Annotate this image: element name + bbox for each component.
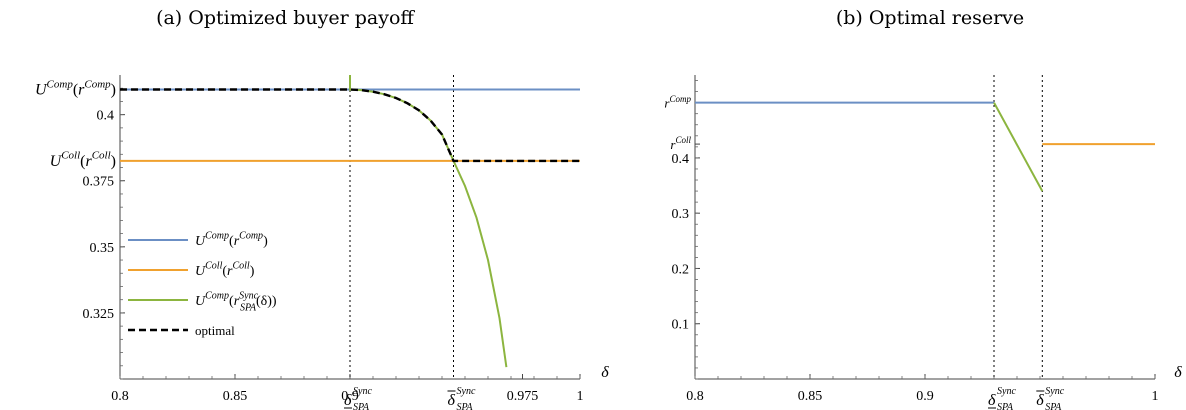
svg-text:SPA: SPA <box>353 402 370 410</box>
y-tick-label: 0.375 <box>83 175 115 190</box>
legend-label-optimal: optimal <box>195 323 235 338</box>
x-axis-label: δ <box>1174 364 1182 381</box>
svg-text:δ: δ <box>448 392 456 409</box>
y-tick-label: 0.35 <box>90 241 115 256</box>
svg-text:SPA: SPA <box>1045 402 1062 410</box>
y-tick-label: 0.3 <box>672 207 690 222</box>
legend-label-comp: UComp(rComp) <box>195 231 268 249</box>
y-tick-label: 0.325 <box>83 307 115 322</box>
y-tick-label: 0.1 <box>672 318 690 333</box>
x-tick-label: 0.8 <box>111 389 129 404</box>
svg-text:δ: δ <box>1036 392 1044 409</box>
x-tick-label: 0.975 <box>507 389 539 404</box>
x-tick-label: 0.9 <box>916 389 934 404</box>
series-line-optimal <box>120 88 580 163</box>
x-tick-label: 0.85 <box>798 389 823 404</box>
y-special-tick-label: rComp <box>664 94 691 111</box>
x-tick-label: 0.8 <box>686 389 704 404</box>
x-tick-label: 0.9 <box>341 389 359 404</box>
y-special-tick-label: UComp(rComp) <box>35 78 116 98</box>
legend-label-coll: UColl(rColl) <box>195 261 255 279</box>
x-tick-label: 1 <box>577 389 584 404</box>
x-tick-label: 0.85 <box>223 389 248 404</box>
series-line-sync <box>349 75 508 368</box>
y-tick-label: 0.4 <box>672 152 690 167</box>
svg-text:δ: δ <box>344 392 352 409</box>
svg-text:SPA: SPA <box>457 402 474 410</box>
y-special-tick-label: UColl(rColl) <box>50 150 116 170</box>
svg-text:Sync: Sync <box>457 386 476 397</box>
x-axis-label: δ <box>601 364 609 381</box>
x-tick-label: 1 <box>1152 389 1159 404</box>
svg-text:Sync: Sync <box>997 386 1016 397</box>
svg-text:SPA: SPA <box>997 402 1014 410</box>
y-tick-label: 0.4 <box>97 109 115 124</box>
y-tick-label: 0.2 <box>672 262 690 277</box>
svg-text:Sync: Sync <box>353 386 372 397</box>
panel-b-title: (b) Optimal reserve <box>836 7 1024 29</box>
panel-a-title: (a) Optimized buyer payoff <box>156 7 415 29</box>
y-special-tick-label: rColl <box>670 135 691 152</box>
legend-label-sync: UComp(rSync SPA(δ)) <box>195 291 277 314</box>
svg-text:δ: δ <box>988 392 996 409</box>
legend: UComp(rComp) UColl(rColl) UComp(rSync SPA(δ… <box>128 231 277 338</box>
series-line-sync <box>993 102 1044 192</box>
svg-text:Sync: Sync <box>1045 386 1064 397</box>
